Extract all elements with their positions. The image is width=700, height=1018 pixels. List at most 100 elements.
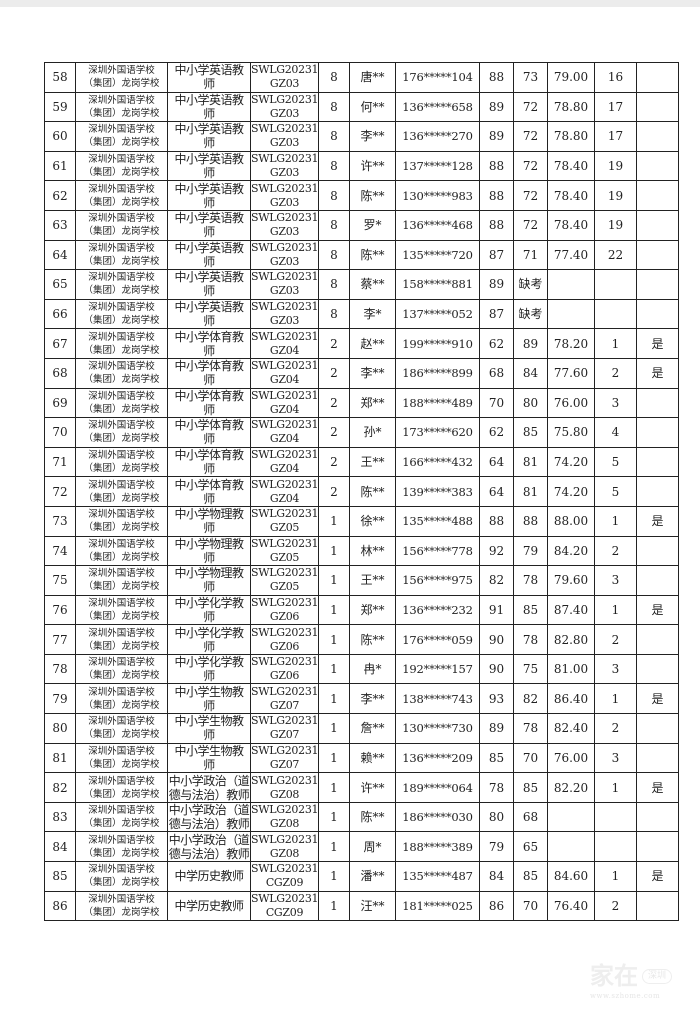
total-score-cell — [547, 298, 595, 330]
total-score-cell: 88.00 — [547, 505, 595, 537]
row-number-cell: 67 — [44, 328, 76, 359]
table-row: 65 深圳外国语学校 （集团）龙岗学校 中小学英语教师 SWLG202311 GZ03 8 蔡… — [44, 269, 679, 300]
total-score-cell: 75.80 — [547, 417, 595, 448]
headcount-cell: 2 — [318, 357, 350, 389]
phone-cell: 130*****730 — [395, 713, 480, 744]
physical-exam-cell — [636, 801, 679, 833]
physical-exam-cell — [636, 91, 679, 123]
row-number-cell: 75 — [44, 565, 76, 596]
written-score-cell: 90 — [479, 624, 514, 655]
phone-cell: 136*****658 — [395, 91, 480, 123]
total-score-cell: 82.20 — [547, 772, 595, 803]
table-row: 84 深圳外国语学校 （集团）龙岗学校 中小学政治（道 德与法治）教师 SWLG20231… — [44, 831, 679, 863]
physical-exam-cell — [636, 269, 679, 300]
total-score-cell: 78.40 — [547, 150, 595, 182]
school-cell: 深圳外国语学校 （集团）龙岗学校 — [75, 594, 168, 626]
written-score-cell: 80 — [479, 801, 514, 833]
headcount-cell: 1 — [318, 624, 350, 655]
headcount-cell: 1 — [318, 890, 350, 922]
watermark-row: 家在 深圳 — [590, 962, 673, 990]
candidate-name-cell: 许** — [349, 772, 396, 803]
candidate-name-cell: 蔡** — [349, 269, 396, 300]
table-row: 72 深圳外国语学校 （集团）龙岗学校 中小学体育教师 SWLG202311 GZ04 2 陈… — [44, 476, 679, 507]
position-cell: 中小学英语教师 — [167, 209, 251, 241]
physical-exam-cell — [636, 121, 679, 152]
written-score-cell: 88 — [479, 505, 514, 537]
written-score-cell: 89 — [479, 91, 514, 123]
phone-cell: 192*****157 — [395, 653, 480, 685]
interview-score-cell: 84 — [513, 357, 548, 389]
row-number-cell: 64 — [44, 239, 76, 271]
written-score-cell: 88 — [479, 209, 514, 241]
physical-exam-cell: 是 — [636, 683, 679, 715]
school-cell: 深圳外国语学校 （集团）龙岗学校 — [75, 890, 168, 922]
candidate-name-cell: 李** — [349, 121, 396, 152]
candidate-name-cell: 赵** — [349, 328, 396, 359]
position-code-cell: SWLG202311 GZ05 — [250, 535, 319, 567]
phone-cell: 137*****052 — [395, 298, 480, 330]
headcount-cell: 8 — [318, 91, 350, 123]
physical-exam-cell — [636, 417, 679, 448]
total-score-cell: 77.60 — [547, 357, 595, 389]
position-cell: 中小学体育教师 — [167, 328, 251, 359]
total-score-cell: 74.20 — [547, 476, 595, 507]
position-cell: 中小学体育教师 — [167, 476, 251, 507]
phone-cell: 136*****270 — [395, 121, 480, 152]
watermark-url: www.szhome.com — [590, 992, 661, 1000]
interview-score-cell: 70 — [513, 742, 548, 774]
row-number-cell: 62 — [44, 180, 76, 211]
rank-cell: 16 — [594, 62, 637, 93]
school-cell: 深圳外国语学校 （集团）龙岗学校 — [75, 565, 168, 596]
rank-cell: 2 — [594, 357, 637, 389]
physical-exam-cell — [636, 565, 679, 596]
written-score-cell: 82 — [479, 565, 514, 596]
rank-cell: 3 — [594, 565, 637, 596]
table-row: 64 深圳外国语学校 （集团）龙岗学校 中小学英语教师 SWLG202311 GZ03 8 陈… — [44, 239, 679, 271]
physical-exam-cell — [636, 535, 679, 567]
row-number-cell: 86 — [44, 890, 76, 922]
phone-cell: 135*****720 — [395, 239, 480, 271]
total-score-cell: 78.40 — [547, 180, 595, 211]
phone-cell: 188*****389 — [395, 831, 480, 863]
physical-exam-cell: 是 — [636, 328, 679, 359]
phone-cell: 137*****128 — [395, 150, 480, 182]
headcount-cell: 2 — [318, 446, 350, 478]
interview-score-cell: 88 — [513, 505, 548, 537]
rank-cell: 3 — [594, 742, 637, 774]
candidate-name-cell: 唐** — [349, 62, 396, 93]
phone-cell: 156*****975 — [395, 565, 480, 596]
position-code-cell: SWLG202311 GZ08 — [250, 831, 319, 863]
candidate-name-cell: 徐** — [349, 505, 396, 537]
total-score-cell: 76.40 — [547, 890, 595, 922]
position-code-cell: SWLG202311 GZ07 — [250, 713, 319, 744]
school-cell: 深圳外国语学校 （集团）龙岗学校 — [75, 298, 168, 330]
total-score-cell: 87.40 — [547, 594, 595, 626]
written-score-cell: 62 — [479, 417, 514, 448]
position-cell: 中小学化学教师 — [167, 624, 251, 655]
row-number-cell: 65 — [44, 269, 76, 300]
interview-score-cell: 72 — [513, 121, 548, 152]
rank-cell: 2 — [594, 535, 637, 567]
school-cell: 深圳外国语学校 （集团）龙岗学校 — [75, 180, 168, 211]
headcount-cell: 2 — [318, 328, 350, 359]
table-row: 59 深圳外国语学校 （集团）龙岗学校 中小学英语教师 SWLG202311 GZ03 8 何… — [44, 91, 679, 123]
physical-exam-cell — [636, 890, 679, 922]
phone-cell: 135*****488 — [395, 505, 480, 537]
position-cell: 中小学生物教师 — [167, 713, 251, 744]
candidate-name-cell: 冉* — [349, 653, 396, 685]
written-score-cell: 68 — [479, 357, 514, 389]
headcount-cell: 1 — [318, 505, 350, 537]
headcount-cell: 2 — [318, 417, 350, 448]
interview-score-cell: 78 — [513, 713, 548, 744]
candidate-name-cell: 许** — [349, 150, 396, 182]
total-score-cell: 82.80 — [547, 624, 595, 655]
row-number-cell: 83 — [44, 801, 76, 833]
headcount-cell: 8 — [318, 121, 350, 152]
interview-score-cell: 72 — [513, 91, 548, 123]
written-score-cell: 86 — [479, 890, 514, 922]
headcount-cell: 8 — [318, 150, 350, 182]
position-cell: 中小学体育教师 — [167, 387, 251, 419]
school-cell: 深圳外国语学校 （集团）龙岗学校 — [75, 357, 168, 389]
interview-score-cell: 70 — [513, 890, 548, 922]
table-row: 67 深圳外国语学校 （集团）龙岗学校 中小学体育教师 SWLG202311 GZ04 2 赵… — [44, 328, 679, 359]
